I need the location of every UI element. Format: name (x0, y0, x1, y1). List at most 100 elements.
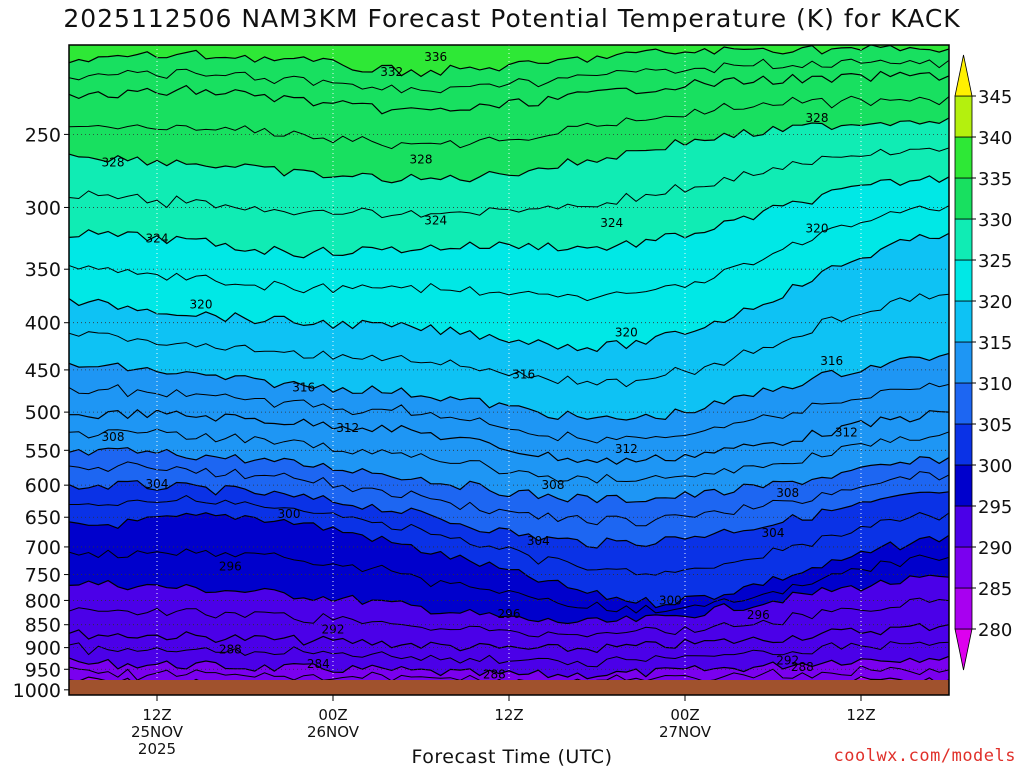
colorbar-swatch (954, 54, 973, 97)
y-tick-label: 400 (25, 313, 61, 335)
colorbar-label: 315 (978, 333, 1012, 354)
contour-line-minor (69, 548, 949, 614)
y-tick-label: 850 (25, 615, 61, 637)
contour-label: 288 (483, 667, 506, 681)
colorbar-label: 320 (978, 292, 1012, 313)
x-tick-date: 25NOV (131, 723, 184, 741)
contour-label-text: 288 (483, 667, 506, 681)
contour-label: 336 (424, 50, 447, 64)
contour-label: 300 (278, 507, 301, 521)
contour-label-text: 332 (380, 65, 403, 79)
contour-line-minor (69, 58, 949, 94)
colorbar-swatch (954, 423, 973, 466)
contour-label: 312 (835, 425, 858, 439)
x-axis-title: Forecast Time (UTC) (411, 746, 613, 768)
colorbar-swatch (954, 464, 973, 507)
colorbar-label: 300 (978, 456, 1012, 477)
contour-label-text: 324 (146, 231, 169, 245)
y-tick-label: 250 (25, 124, 61, 146)
contour-line-minor (69, 461, 949, 527)
contour-line-320 (69, 232, 949, 353)
y-tick-label: 550 (25, 440, 61, 462)
colorbar-label: 305 (978, 415, 1012, 436)
y-tick-label: 800 (25, 590, 61, 612)
contour-line-minor (69, 597, 949, 638)
colorbar-label: 330 (978, 210, 1012, 231)
x-tick-label: 12Z (142, 706, 171, 724)
contour-label-text: 296 (498, 607, 521, 621)
contour-line-332 (69, 70, 949, 115)
colorbar-swatch (954, 546, 973, 589)
colorbar-swatch (954, 300, 973, 343)
contour-label: 308 (102, 430, 125, 444)
contour-label-text: 336 (424, 50, 447, 64)
x-tick-year: 2025 (138, 740, 176, 758)
x-tick-label: 00Z (318, 706, 347, 724)
x-tick-label: 12Z (846, 706, 875, 724)
x-tick-label: 12Z (494, 706, 523, 724)
contour-label: 316 (820, 354, 843, 368)
contour-label: 296 (498, 607, 521, 621)
contour-label: 308 (776, 486, 799, 500)
contour-line-minor (69, 293, 949, 388)
contour-label-text: 316 (292, 380, 315, 394)
y-tick-label: 500 (25, 402, 61, 424)
contour-label: 324 (600, 216, 623, 230)
contour-label-text: 304 (762, 526, 785, 540)
contour-label: 304 (762, 526, 785, 540)
contour-label-text: 320 (806, 221, 829, 235)
contour-label: 312 (336, 421, 359, 435)
contour-label: 324 (146, 231, 169, 245)
contour-label: 304 (527, 534, 550, 548)
contour-label: 284 (307, 657, 330, 671)
contour-line-296 (69, 574, 949, 625)
contour-label-text: 324 (600, 216, 623, 230)
colorbar-swatch (954, 587, 973, 630)
colorbar-label: 325 (978, 251, 1012, 272)
contour-label-text: 328 (806, 111, 829, 125)
contour-line-minor (69, 205, 949, 302)
y-tick-label: 900 (25, 638, 61, 660)
contour-label: 316 (512, 367, 535, 381)
contour-line-328 (69, 117, 949, 184)
contour-label-text: 312 (835, 425, 858, 439)
colorbar-label: 290 (978, 538, 1012, 559)
contour-label-text: 312 (336, 421, 359, 435)
contour-label: 292 (776, 654, 799, 668)
colorbar-swatch (954, 95, 973, 138)
contour-label: 316 (292, 380, 315, 394)
colorbar-label: 340 (978, 128, 1012, 149)
filled-contours (69, 45, 949, 695)
contour-line-336 (69, 45, 949, 78)
contour-label-text: 296 (747, 608, 770, 622)
contour-label-text: 328 (410, 152, 433, 166)
y-tick-label: 700 (25, 537, 61, 559)
contour-label: 296 (747, 608, 770, 622)
contour-label-text: 300 (659, 593, 682, 607)
contour-label: 296 (219, 559, 242, 573)
contour-label: 320 (806, 221, 829, 235)
colorbar-swatch (954, 259, 973, 302)
contour-label: 288 (791, 660, 814, 674)
y-tick-label: 600 (25, 475, 61, 497)
x-tick-date: 26NOV (307, 723, 360, 741)
contour-label-text: 312 (615, 442, 638, 456)
contour-label-text: 284 (307, 657, 330, 671)
contour-label-text: 316 (820, 354, 843, 368)
contour-label: 300 (659, 593, 682, 607)
contour-line-324 (69, 175, 949, 259)
y-tick-label: 950 (25, 659, 61, 681)
colorbar-swatch (954, 136, 973, 179)
contour-label-text: 304 (146, 477, 169, 491)
contour-label: 332 (380, 65, 403, 79)
contour-label-text: 308 (102, 430, 125, 444)
colorbar-label: 280 (978, 620, 1012, 641)
colorbar-swatch (954, 218, 973, 261)
y-tick-label: 750 (25, 565, 61, 587)
colorbar: 280 285 290 295 300 305 310 315 320 325 330 335 340 3… (954, 54, 1012, 671)
y-tick-label: 300 (25, 197, 61, 219)
contour-label-text: 308 (542, 478, 565, 492)
fill-band-336 (69, 45, 949, 77)
contour-label-text: 288 (219, 642, 242, 656)
